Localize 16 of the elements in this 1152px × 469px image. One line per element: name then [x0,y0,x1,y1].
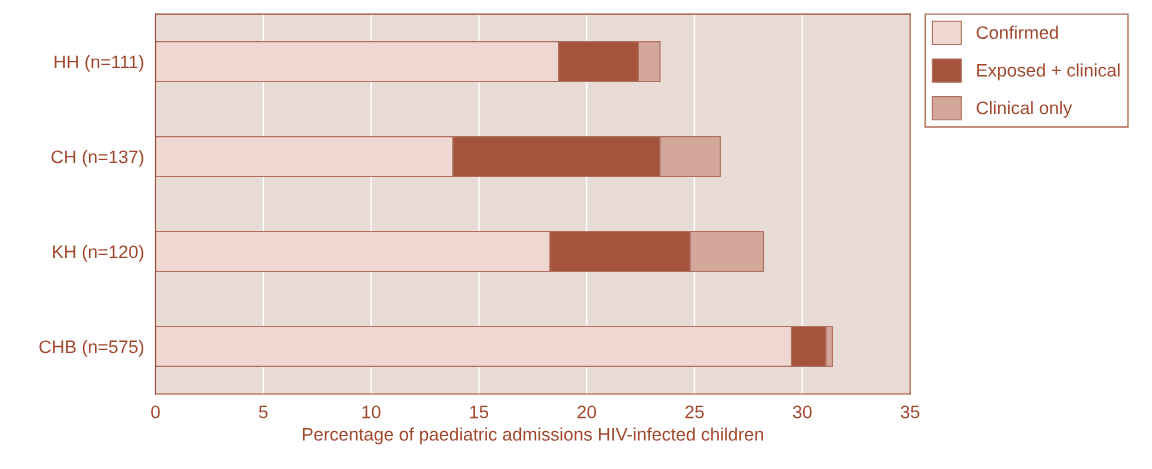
x-axis-title: Percentage of paediatric admissions HIV-infected children [302,427,763,445]
x-tick-label: 5 [259,405,268,419]
y-tick-label: CH (n=137) [51,149,144,167]
legend-label: Confirmed [976,25,1058,39]
x-tick-label: 0 [151,405,160,419]
x-tick-label: 20 [577,405,597,419]
x-tick-label: 30 [792,405,812,419]
y-tick-label: KH (n=120) [53,244,144,262]
x-tick-label: 35 [900,405,920,419]
legend-label: Exposed + clinical [977,63,1120,81]
x-tick-label: 10 [362,405,381,419]
x-tick-label: 15 [470,405,489,419]
legend-label: Clinical only [976,101,1073,118]
x-tick-label: 25 [685,405,704,419]
y-tick-label: HH (n=111) [54,55,144,72]
y-tick-label: CHB (n=575) [39,339,144,357]
